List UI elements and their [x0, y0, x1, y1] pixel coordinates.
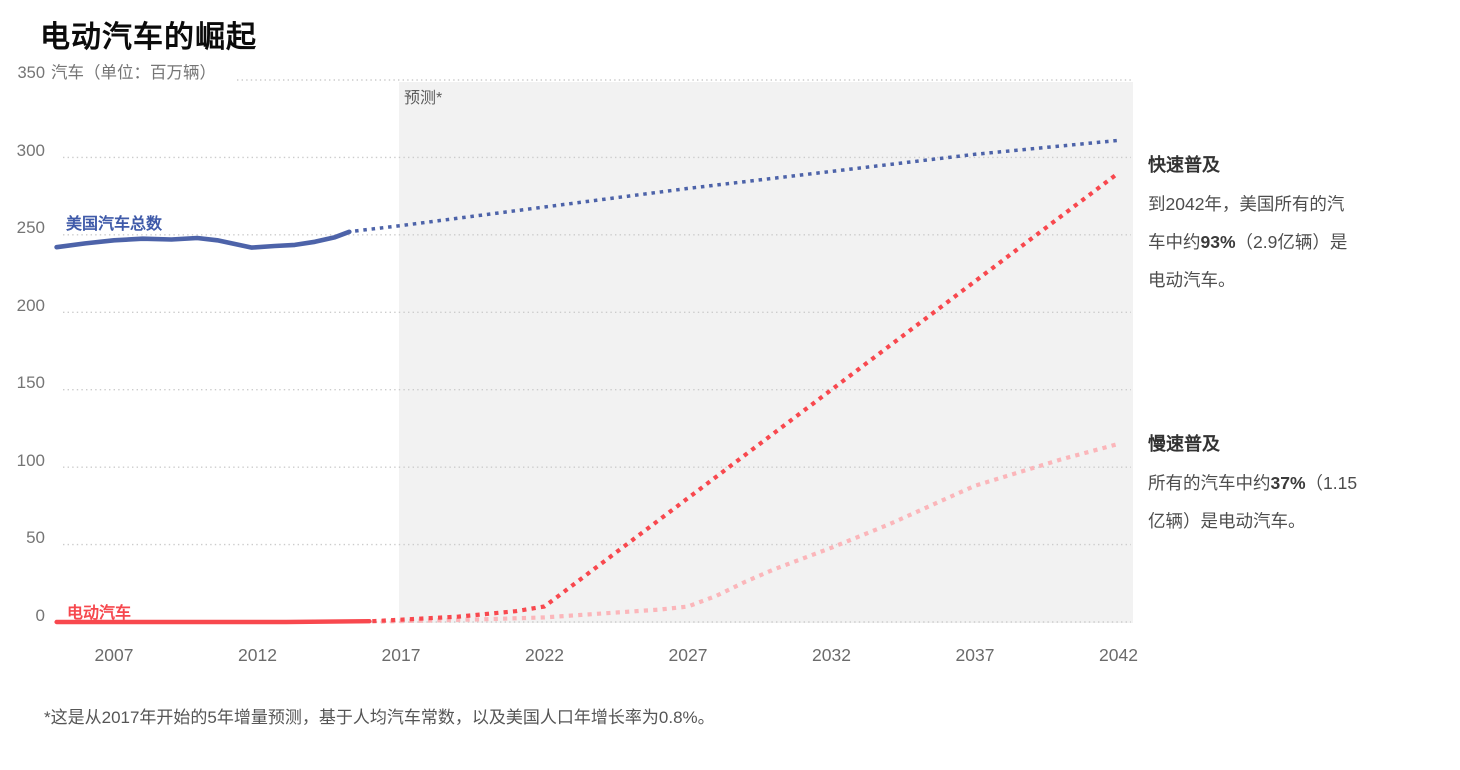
annotation-fast: 快速普及 到2042年，美国所有的汽车中约93%（2.9亿辆）是电动汽车。 [1148, 153, 1360, 299]
x-tick-label-2012: 2012 [238, 645, 277, 665]
annotation-fast-heading: 快速普及 [1148, 155, 1220, 175]
y-tick-label-150: 150 [16, 373, 45, 393]
y-tick-label-100: 100 [16, 450, 45, 470]
series-label-us-total: 美国汽车总数 [66, 216, 163, 233]
page-title: 电动汽车的崛起 [40, 21, 257, 54]
y-axis-unit-label: 350 汽车（单位：百万辆） [0, 63, 216, 83]
x-tick-label-2017: 2017 [381, 645, 421, 665]
y-tick-label-250: 250 [16, 218, 45, 238]
annotation-fast-body: 到2042年，美国所有的汽车中约93%（2.9亿辆）是电动汽车。 [1148, 194, 1348, 290]
x-tick-label-2007: 2007 [94, 645, 134, 665]
x-tick-label-2032: 2032 [812, 645, 851, 665]
annotation-slow-heading: 慢速普及 [1148, 434, 1220, 454]
y-tick-label-50: 50 [26, 528, 45, 548]
line-ev-slow-forecast [380, 441, 1120, 624]
x-tick-label-2037: 2037 [955, 645, 995, 665]
annotation-slow-body: 所有的汽车中约37%（1.15亿辆）是电动汽车。 [1148, 473, 1358, 531]
y-tick-label-300: 300 [16, 140, 45, 160]
forecast-region [399, 82, 1133, 623]
y-axis-unit-text: 汽车（单位：百万辆） [51, 64, 216, 82]
forecast-label: 预测* [404, 90, 443, 107]
x-tick-label-2022: 2022 [525, 645, 564, 665]
x-tick-label-2027: 2027 [668, 645, 708, 665]
footnote: *这是从2017年开始的5年增量预测，基于人均汽车常数，以及美国人口年增长率为0… [44, 708, 715, 727]
y-tick-label-200: 200 [16, 295, 45, 315]
line-us-total-forecast [354, 138, 1119, 233]
y-tick-label-350: 350 [17, 64, 45, 82]
annotation-slow: 慢速普及 所有的汽车中约37%（1.15亿辆）是电动汽车。 [1148, 432, 1360, 540]
line-ev-fast-history [54, 619, 372, 625]
y-tick-label-0: 0 [35, 605, 45, 625]
line-ev-fast-forecast [372, 171, 1120, 624]
series-label-ev: 电动汽车 [67, 605, 132, 622]
x-tick-label-2042: 2042 [1099, 645, 1138, 665]
line-us-total-history [54, 229, 352, 250]
